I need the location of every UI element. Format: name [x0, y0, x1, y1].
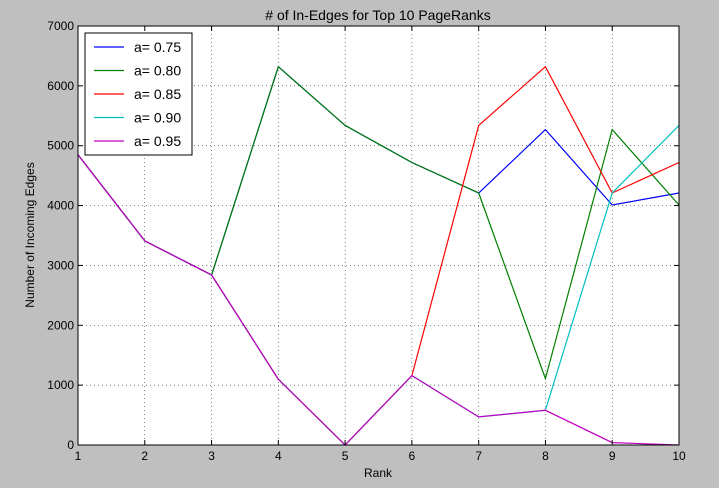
- y-tick-label: 0: [67, 438, 74, 452]
- legend-label: a= 0.75: [134, 39, 181, 55]
- x-tick-label: 7: [475, 449, 482, 463]
- x-tick-label: 10: [672, 449, 686, 463]
- legend-label: a= 0.90: [134, 110, 181, 126]
- x-tick-label: 5: [342, 449, 349, 463]
- x-tick-label: 4: [275, 449, 282, 463]
- y-tick-label: 1000: [47, 378, 74, 392]
- x-tick-label: 8: [542, 449, 549, 463]
- x-tick-label: 3: [208, 449, 215, 463]
- y-axis-label: Number of Incoming Edges: [23, 162, 37, 307]
- x-tick-label: 6: [409, 449, 416, 463]
- chart-title: # of In-Edges for Top 10 PageRanks: [265, 7, 490, 23]
- y-tick-label: 6000: [47, 79, 74, 93]
- legend-label: a= 0.95: [134, 133, 181, 149]
- y-tick-label: 7000: [47, 19, 74, 33]
- series-line-5: [77, 154, 680, 446]
- x-tick-label: 9: [609, 449, 616, 463]
- y-tick-label: 3000: [47, 258, 74, 272]
- y-tick-label: 4000: [47, 199, 74, 213]
- legend-label: a= 0.85: [134, 86, 181, 102]
- grid-lines: [78, 26, 679, 445]
- axis-ticks: 1 2 3 4 5 6 7 8 9 10 0 1000 2000 3000 4000 5000 6000 7000: [47, 19, 686, 463]
- x-tick-label: 1: [75, 449, 82, 463]
- y-tick-label: 2000: [47, 318, 74, 332]
- plot-frame: [77, 25, 680, 446]
- x-tick-label: 2: [141, 449, 148, 463]
- legend-label: a= 0.80: [134, 63, 181, 79]
- y-tick-label: 5000: [47, 139, 74, 153]
- series-lines: [77, 65, 680, 446]
- x-axis-label: Rank: [364, 466, 393, 480]
- legend: a= 0.75 a= 0.80 a= 0.85 a= 0.90 a= 0.95: [84, 32, 193, 156]
